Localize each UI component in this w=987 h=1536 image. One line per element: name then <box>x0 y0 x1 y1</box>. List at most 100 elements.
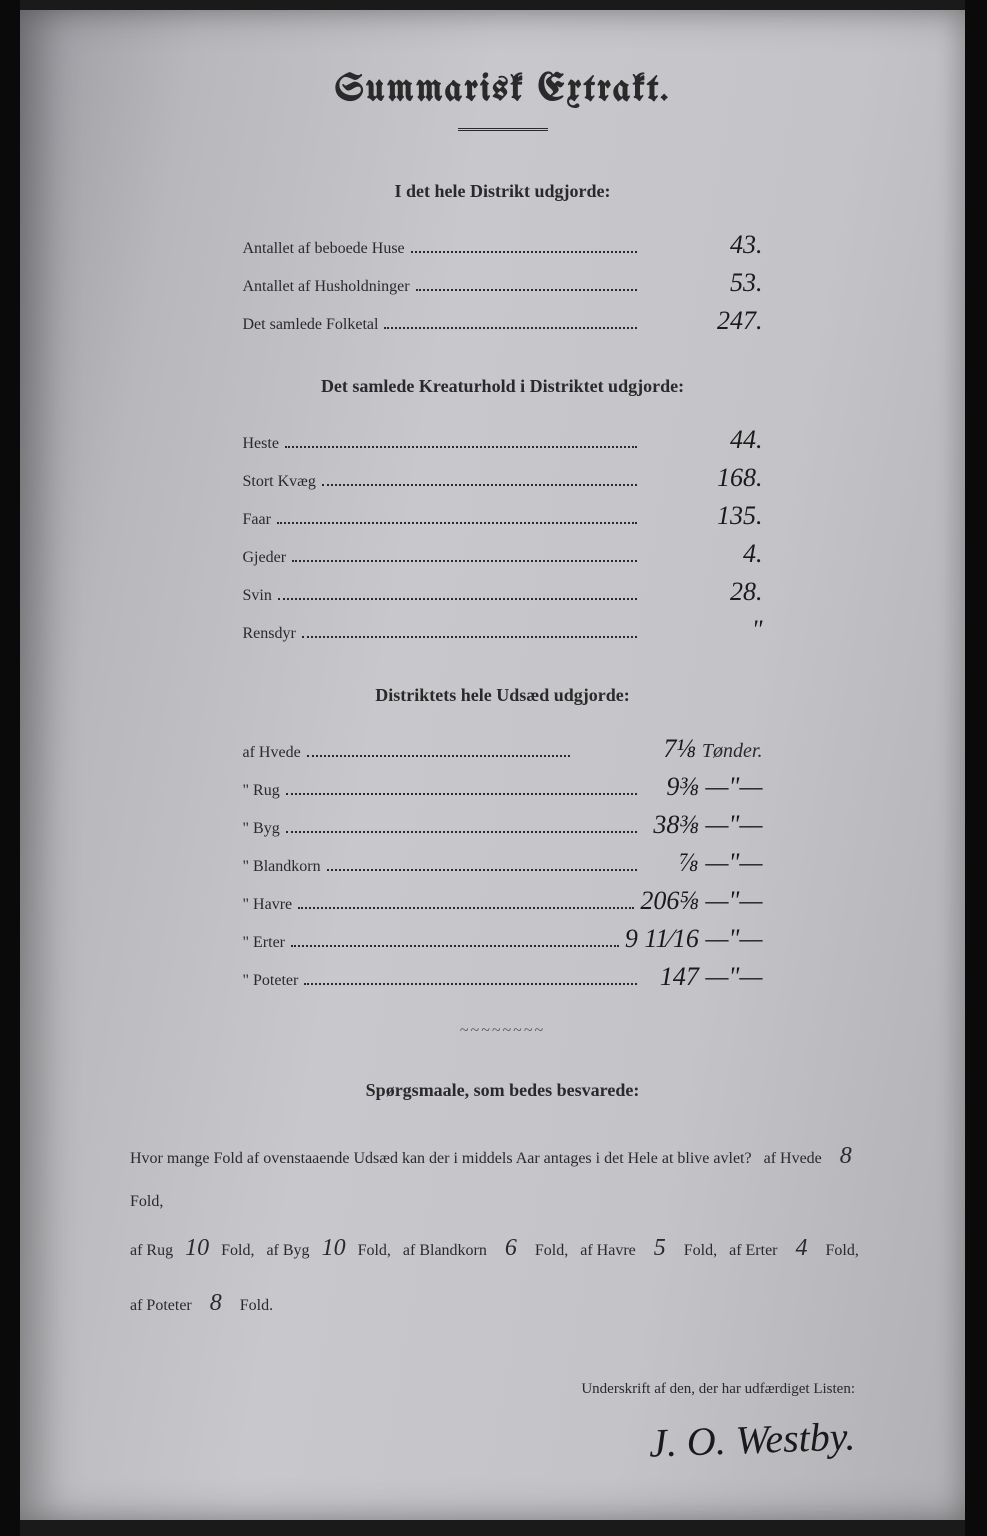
scan-edge-right <box>965 0 987 1536</box>
unit: Tønder. <box>702 740 763 763</box>
label: Rensdyr <box>243 625 296 643</box>
q-value: 8 <box>826 1129 866 1184</box>
label: Det samlede Folketal <box>243 316 379 334</box>
label: " Erter <box>243 934 286 952</box>
label: Faar <box>243 511 271 529</box>
leader-dots <box>298 907 634 909</box>
label: Gjeder <box>243 549 287 567</box>
value: 43. <box>643 230 763 260</box>
label: Antallet af beboede Huse <box>243 240 405 258</box>
leader-dots <box>416 289 637 291</box>
q-value: 5 <box>640 1221 680 1276</box>
title-rule <box>458 128 548 131</box>
leader-dots <box>278 598 637 600</box>
q-label: af Poteter <box>130 1297 192 1314</box>
signature-block: Underskrift af den, der har udfærdiget L… <box>110 1381 895 1463</box>
q-suffix: Fold. <box>240 1297 273 1314</box>
q-value: 10 <box>314 1221 354 1276</box>
q-suffix: Fold, <box>826 1242 859 1259</box>
row-cattle: Stort Kvæg 168. <box>243 463 763 493</box>
row-potatoes: " Poteter 147 —"— <box>243 962 763 992</box>
q-label: af Byg <box>266 1242 309 1259</box>
q-value: 8 <box>196 1276 236 1331</box>
section2-rows: Heste 44. Stort Kvæg 168. Faar 135. Gjed… <box>243 425 763 645</box>
leader-dots <box>322 484 637 486</box>
row-oats: " Havre 206⅝ —"— <box>243 886 763 916</box>
q-value: 10 <box>177 1221 217 1276</box>
leader-dots <box>286 831 637 833</box>
label: Heste <box>243 435 279 453</box>
value: " <box>643 615 763 645</box>
row-sheep: Faar 135. <box>243 501 763 531</box>
q-suffix: Fold, <box>535 1242 568 1259</box>
signature: J. O. Westby. <box>648 1413 856 1467</box>
label: " Havre <box>243 896 293 914</box>
value: 9 11⁄16 —"— <box>625 924 763 954</box>
value: 206⅝ —"— <box>640 886 762 916</box>
section3-heading: Distriktets hele Udsæd udgjorde: <box>110 685 895 706</box>
row-mixedgrain: " Blandkorn ⅞ —"— <box>243 848 763 878</box>
value: 44. <box>643 425 763 455</box>
label: Antallet af Husholdninger <box>243 278 410 296</box>
label: Svin <box>243 587 272 605</box>
row-households: Antallet af Husholdninger 53. <box>243 268 763 298</box>
row-horses: Heste 44. <box>243 425 763 455</box>
leader-dots <box>327 869 637 871</box>
leader-dots <box>302 636 637 638</box>
label: af Hvede <box>243 744 301 762</box>
leader-dots <box>307 755 570 757</box>
label: " Byg <box>243 820 280 838</box>
value: 147 —"— <box>643 962 763 992</box>
leader-dots <box>286 793 637 795</box>
row-wheat: af Hvede 7⅛ Tønder. <box>243 734 763 764</box>
value: 135. <box>643 501 763 531</box>
q-suffix: Fold, <box>684 1242 717 1259</box>
q-label: af Rug <box>130 1242 173 1259</box>
value: 28. <box>643 577 763 607</box>
q-suffix: Fold, <box>221 1242 254 1259</box>
divider-wave: ~~~~~~~~ <box>110 1022 895 1040</box>
q-label: af Blandkorn <box>403 1242 487 1259</box>
scan-edge-left <box>0 0 20 1536</box>
q-label: af Hvede <box>764 1150 822 1167</box>
row-rye: " Rug 9⅜ —"— <box>243 772 763 802</box>
document-page: Summarisk Extrakt. I det hele Distrikt u… <box>20 10 965 1520</box>
label: " Rug <box>243 782 280 800</box>
label: Stort Kvæg <box>243 473 316 491</box>
value: ⅞ —"— <box>643 848 763 878</box>
section1-rows: Antallet af beboede Huse 43. Antallet af… <box>243 230 763 336</box>
value: 4. <box>643 539 763 569</box>
leader-dots <box>411 251 637 253</box>
q-label: af Havre <box>580 1242 636 1259</box>
label: " Poteter <box>243 972 299 990</box>
q-suffix: Fold, <box>358 1242 391 1259</box>
row-houses: Antallet af beboede Huse 43. <box>243 230 763 260</box>
signature-label: Underskrift af den, der har udfærdiget L… <box>110 1381 855 1398</box>
row-goats: Gjeder 4. <box>243 539 763 569</box>
value: 168. <box>643 463 763 493</box>
label: " Blandkorn <box>243 858 321 876</box>
leader-dots <box>292 560 636 562</box>
q-suffix: Fold, <box>130 1193 163 1210</box>
section3-rows: af Hvede 7⅛ Tønder. " Rug 9⅜ —"— " Byg 3… <box>243 734 763 992</box>
leader-dots <box>304 983 636 985</box>
section2-heading: Det samlede Kreaturhold i Distriktet udg… <box>110 376 895 397</box>
section1-heading: I det hele Distrikt udgjorde: <box>110 181 895 202</box>
row-reindeer: Rensdyr " <box>243 615 763 645</box>
questions-block: Hvor mange Fold af ovenstaaende Udsæd ka… <box>130 1129 875 1331</box>
row-pigs: Svin 28. <box>243 577 763 607</box>
value: 247. <box>643 306 763 336</box>
q-value: 6 <box>491 1221 531 1276</box>
value: 9⅜ —"— <box>643 772 763 802</box>
questions-heading: Spørgsmaale, som bedes besvarede: <box>110 1080 895 1101</box>
value: 38⅜ —"— <box>643 810 763 840</box>
leader-dots <box>285 446 637 448</box>
row-population: Det samlede Folketal 247. <box>243 306 763 336</box>
row-barley: " Byg 38⅜ —"— <box>243 810 763 840</box>
leader-dots <box>277 522 637 524</box>
question-intro: Hvor mange Fold af ovenstaaende Udsæd ka… <box>130 1150 752 1167</box>
q-value: 4 <box>782 1221 822 1276</box>
leader-dots <box>291 945 619 947</box>
row-peas: " Erter 9 11⁄16 —"— <box>243 924 763 954</box>
value: 53. <box>643 268 763 298</box>
